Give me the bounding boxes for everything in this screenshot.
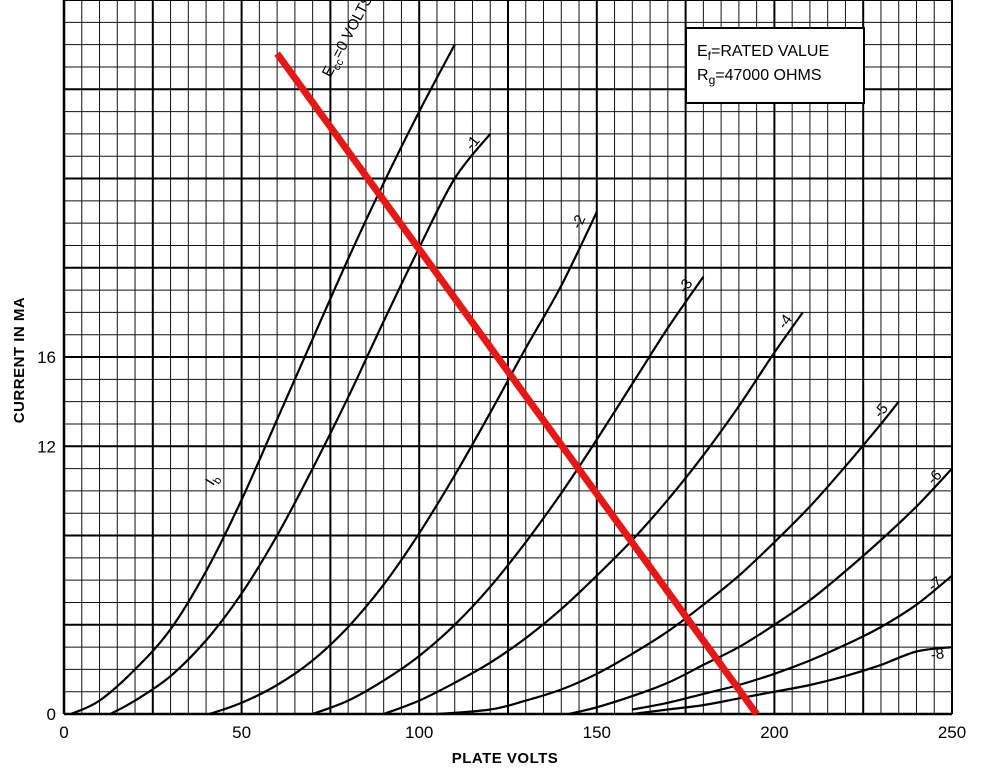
y-tick-label: 0 [47,705,56,724]
x-tick-label: 50 [232,723,251,742]
plate-curve-1 [109,133,492,715]
plate-curve-6 [568,467,953,716]
plate-curve-2 [209,211,598,716]
chart-grid [62,0,953,716]
y-axis-label: CURRENT IN MA [11,297,28,424]
y-tick-label-bg [34,700,62,722]
x-axis-label: PLATE VOLTS [452,750,559,767]
curve-label-2: -2 [568,212,589,231]
plate-curve-8 [632,646,953,716]
x-tick-label: 0 [59,723,68,742]
plate-curve-0 [70,44,456,716]
annotation-frame [685,27,865,104]
y-tick-label-bg [34,343,62,365]
y-tick-label-bg [34,432,62,455]
x-tick-labels: 0 50 100 150 200 250 [59,723,966,742]
plate-curve-3 [312,276,705,716]
x-tick-label: 100 [405,723,433,742]
x-tick-label: 250 [938,723,966,742]
curve-label-8: -8 [930,645,945,664]
annotation-box: Ef=RATED VALUE Rg=47000 OHMS [685,27,865,104]
plate-curve-4 [383,311,804,716]
y-tick-label: 16 [37,348,56,367]
y-tick-label: 12 [37,437,56,456]
annotation-line-2: Rg=47000 OHMS [697,67,822,87]
load-line-group [274,51,760,717]
plate-curve-7 [632,574,953,711]
y-tick-labels: 0 12 16 [34,343,62,724]
annotation-line-1: Ef=RATED VALUE [697,43,829,63]
load-line [274,51,760,717]
x-tick-label: 200 [760,723,788,742]
x-tick-label: 150 [583,723,611,742]
